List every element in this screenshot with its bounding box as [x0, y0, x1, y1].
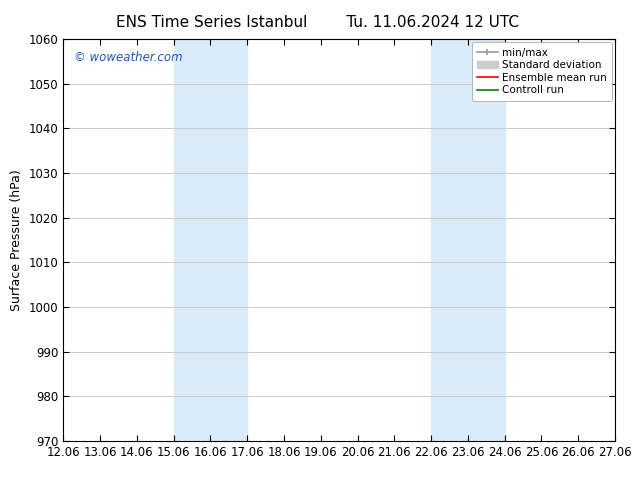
Text: © woweather.com: © woweather.com	[74, 51, 183, 64]
Y-axis label: Surface Pressure (hPa): Surface Pressure (hPa)	[10, 169, 23, 311]
Bar	[431, 39, 505, 441]
Legend: min/max, Standard deviation, Ensemble mean run, Controll run: min/max, Standard deviation, Ensemble me…	[472, 42, 612, 100]
Text: ENS Time Series Istanbul        Tu. 11.06.2024 12 UTC: ENS Time Series Istanbul Tu. 11.06.2024 …	[115, 15, 519, 30]
Bar	[174, 39, 247, 441]
